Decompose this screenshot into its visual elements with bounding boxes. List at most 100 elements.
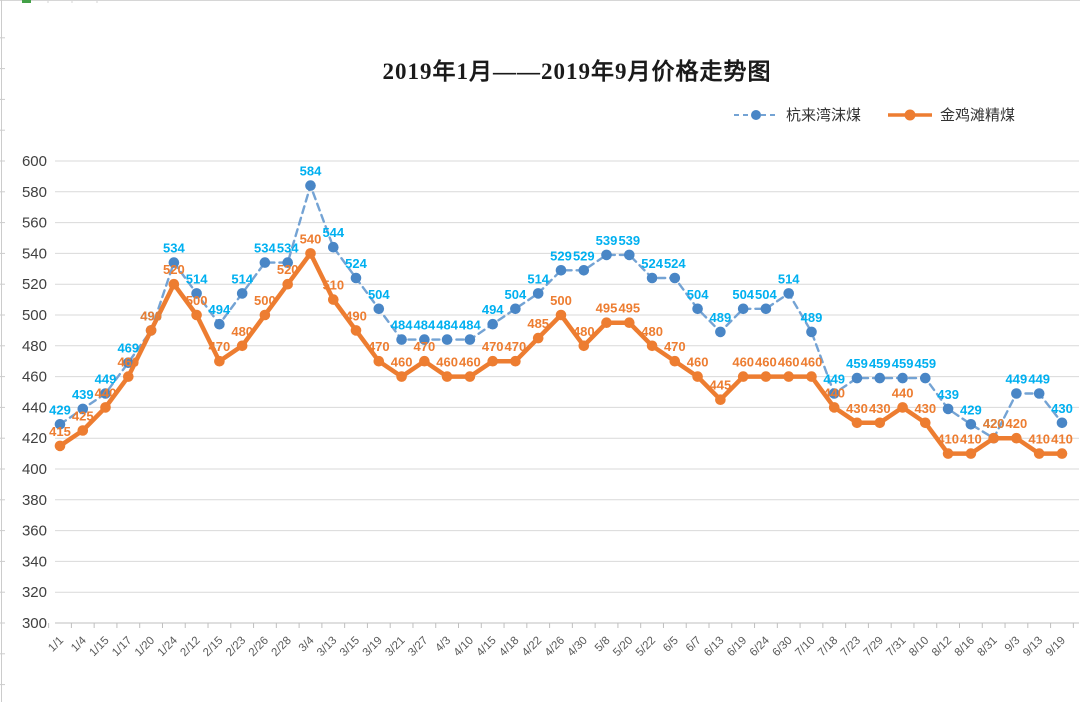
svg-text:514: 514 — [527, 271, 549, 286]
svg-text:484: 484 — [459, 318, 481, 333]
svg-text:400: 400 — [22, 461, 47, 478]
svg-text:440: 440 — [892, 385, 914, 400]
x-axis-labels: 1/1 1/41/151/171/201/242/122/152/232/262/… — [46, 634, 1068, 659]
svg-text:504: 504 — [732, 287, 754, 302]
svg-text:484: 484 — [414, 318, 436, 333]
series-1-data-labels: 4154254404604905205004704805005205405104… — [49, 231, 1073, 446]
svg-text:529: 529 — [550, 248, 572, 263]
legend-item-jinjitan: 金鸡滩精煤 — [887, 104, 1015, 125]
svg-text:529: 529 — [573, 248, 595, 263]
svg-text:425: 425 — [72, 409, 94, 424]
svg-text:440: 440 — [95, 385, 117, 400]
svg-text:430: 430 — [914, 401, 936, 416]
svg-text:4/30: 4/30 — [566, 635, 590, 659]
svg-text:539: 539 — [596, 233, 618, 248]
svg-text:584: 584 — [300, 164, 322, 179]
svg-text:470: 470 — [505, 339, 527, 354]
svg-text:4/10: 4/10 — [452, 635, 476, 659]
svg-text:520: 520 — [163, 262, 185, 277]
svg-text:459: 459 — [892, 356, 914, 371]
svg-text:440: 440 — [823, 385, 845, 400]
svg-text:449: 449 — [1028, 372, 1050, 387]
svg-text:460: 460 — [687, 355, 709, 370]
svg-text:1/24: 1/24 — [156, 634, 181, 659]
svg-text:3/19: 3/19 — [361, 635, 385, 659]
svg-text:7/29: 7/29 — [862, 635, 886, 659]
svg-text:410: 410 — [937, 432, 959, 447]
svg-text:8/10: 8/10 — [907, 635, 931, 659]
svg-text:9/13: 9/13 — [1021, 635, 1045, 659]
svg-text:440: 440 — [22, 399, 47, 416]
svg-text:484: 484 — [436, 318, 458, 333]
svg-text:504: 504 — [368, 287, 390, 302]
svg-text:449: 449 — [95, 372, 117, 387]
svg-text:495: 495 — [618, 301, 640, 316]
svg-text:459: 459 — [846, 356, 868, 371]
svg-text:470: 470 — [414, 339, 436, 354]
svg-text:429: 429 — [960, 402, 982, 417]
svg-text:1/1: 1/1 — [46, 635, 66, 655]
svg-text:495: 495 — [596, 301, 618, 316]
sheet-top-edge — [0, 0, 1080, 1]
svg-text:460: 460 — [778, 355, 800, 370]
svg-text:1/15: 1/15 — [87, 635, 111, 659]
svg-text:534: 534 — [254, 241, 276, 256]
svg-text:514: 514 — [778, 271, 800, 286]
svg-text:410: 410 — [1051, 432, 1073, 447]
svg-text:340: 340 — [22, 553, 47, 570]
legend-marker-solid-line-dot — [888, 109, 933, 120]
svg-text:500: 500 — [22, 307, 47, 324]
svg-text:580: 580 — [22, 184, 47, 201]
svg-text:7/18: 7/18 — [816, 635, 840, 659]
svg-text:420: 420 — [983, 416, 1005, 431]
legend-label-hanglaiwan: 杭来湾沫煤 — [786, 107, 862, 124]
svg-text:439: 439 — [72, 387, 94, 402]
svg-text:1/17: 1/17 — [110, 635, 134, 659]
svg-text:459: 459 — [869, 356, 891, 371]
svg-text:3/21: 3/21 — [383, 635, 407, 659]
svg-text:460: 460 — [801, 355, 823, 370]
svg-text:410: 410 — [1028, 432, 1050, 447]
svg-text:494: 494 — [482, 302, 504, 317]
svg-text:420: 420 — [983, 416, 1005, 431]
svg-text:470: 470 — [209, 339, 231, 354]
svg-text:6/13: 6/13 — [702, 635, 726, 659]
svg-text:480: 480 — [573, 324, 595, 339]
svg-text:490: 490 — [140, 308, 162, 323]
svg-text:4/22: 4/22 — [520, 635, 544, 659]
svg-text:534: 534 — [277, 241, 299, 256]
sheet-edge-ticks — [0, 0, 98, 702]
svg-text:460: 460 — [459, 355, 481, 370]
svg-text:7/10: 7/10 — [793, 635, 817, 659]
series-1-markers — [54, 248, 1068, 459]
y-axis-labels: 300 320 340 360 380 400 420 440 460 480 500 520 540 5… — [22, 153, 47, 632]
svg-text:380: 380 — [22, 492, 47, 509]
svg-text:3/15: 3/15 — [338, 635, 362, 659]
svg-text:449: 449 — [823, 372, 845, 387]
svg-text:5/20: 5/20 — [611, 635, 635, 659]
svg-text:514: 514 — [186, 271, 208, 286]
svg-text:534: 534 — [163, 241, 185, 256]
svg-text:480: 480 — [22, 338, 47, 355]
svg-text:500: 500 — [254, 293, 276, 308]
svg-text:6/5: 6/5 — [661, 635, 681, 655]
svg-text:470: 470 — [664, 339, 686, 354]
svg-text:4/18: 4/18 — [497, 635, 521, 659]
svg-text:494: 494 — [209, 302, 231, 317]
svg-text:490: 490 — [140, 308, 162, 323]
svg-text:6/19: 6/19 — [725, 635, 749, 659]
svg-text:490: 490 — [345, 308, 367, 323]
svg-text:544: 544 — [322, 225, 344, 240]
selection-handle — [22, 0, 31, 3]
svg-text:410: 410 — [960, 432, 982, 447]
svg-text:4/15: 4/15 — [474, 635, 498, 659]
svg-text:7/23: 7/23 — [839, 635, 863, 659]
svg-text:500: 500 — [186, 293, 208, 308]
svg-text:6/24: 6/24 — [748, 634, 773, 659]
svg-text:449: 449 — [1006, 372, 1028, 387]
svg-text:489: 489 — [710, 310, 732, 325]
svg-text:1/4: 1/4 — [69, 634, 89, 654]
series-0-line — [58, 184, 1064, 440]
svg-text:8/31: 8/31 — [975, 635, 999, 659]
